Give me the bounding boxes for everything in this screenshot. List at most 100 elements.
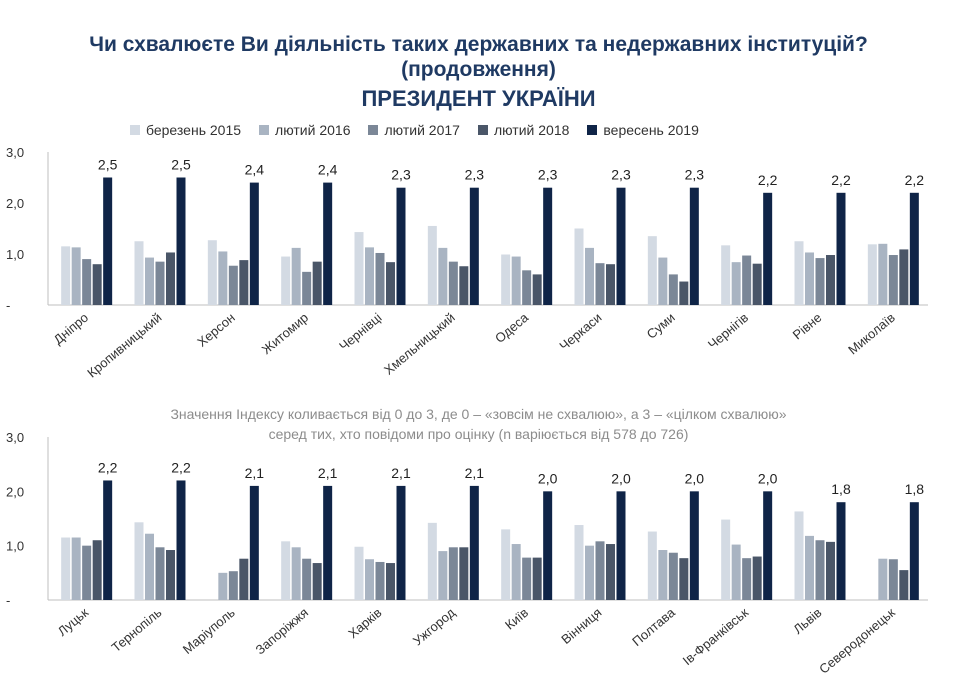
- data-label: 2,3: [538, 167, 558, 183]
- legend-label: березень 2015: [146, 122, 242, 138]
- bar: [323, 182, 333, 305]
- bar: [218, 572, 228, 600]
- bar: [658, 257, 668, 305]
- category-label: Суми: [644, 310, 678, 342]
- category-label: Луцьк: [55, 605, 92, 639]
- bar: [396, 187, 406, 305]
- bar: [574, 525, 584, 600]
- bar: [595, 541, 605, 600]
- data-label: 2,1: [391, 465, 411, 481]
- bar: [291, 547, 301, 600]
- bar: [312, 563, 322, 600]
- bar: [71, 537, 81, 600]
- bar: [459, 266, 469, 305]
- legend-item-2015: березень 2015: [130, 122, 241, 138]
- bar: [647, 236, 657, 305]
- data-label: 2,0: [685, 470, 705, 486]
- legend-swatch: [259, 125, 270, 135]
- bar: [396, 485, 406, 600]
- bar: [239, 558, 249, 600]
- bar: [386, 262, 395, 305]
- bar: [794, 511, 804, 600]
- category-label: Миколаїв: [845, 310, 898, 358]
- legend-item-2016: лютий 2016: [259, 122, 350, 138]
- data-label: 2,0: [611, 470, 631, 486]
- bar: [522, 270, 532, 305]
- data-label: 1,8: [831, 481, 851, 497]
- category-label: Маріуполь: [180, 605, 238, 657]
- legend-item-2019: вересень 2019: [587, 122, 699, 138]
- bar: [763, 491, 773, 600]
- bar: [721, 245, 731, 305]
- bar: [888, 559, 898, 600]
- bar: [668, 552, 678, 600]
- legend-label: вересень 2019: [603, 122, 699, 138]
- bar: [218, 251, 228, 305]
- bar: [658, 550, 668, 600]
- bar: [145, 257, 154, 305]
- chart-title-continuation: (продовження): [401, 58, 556, 81]
- data-label: 2,3: [391, 167, 411, 183]
- bar: [867, 244, 877, 305]
- chart-subtitle: ПРЕЗИДЕНТ УКРАЇНИ: [361, 86, 596, 111]
- bar: [752, 263, 762, 305]
- category-label: Одеса: [492, 309, 532, 346]
- category-label: Чернівці: [336, 310, 384, 354]
- bar: [145, 533, 154, 600]
- legend-item-2018: лютий 2018: [477, 122, 569, 138]
- data-label: 2,5: [171, 157, 191, 173]
- bar: [532, 557, 542, 600]
- bar: [302, 271, 312, 305]
- data-label: 2,0: [758, 470, 778, 486]
- category-label: Рівне: [790, 310, 825, 343]
- bar: [742, 558, 752, 600]
- bar: [386, 563, 395, 600]
- data-label: 2,2: [171, 459, 191, 475]
- data-label: 2,1: [245, 465, 265, 481]
- bar: [281, 256, 291, 305]
- y-tick-label: 1,0: [6, 247, 24, 262]
- y-tick-label: 3,0: [6, 430, 24, 445]
- bar: [134, 522, 144, 600]
- data-label: 2,1: [465, 465, 485, 481]
- bar: [176, 177, 186, 305]
- bar: [752, 556, 762, 600]
- bar: [606, 544, 615, 600]
- bar: [448, 547, 458, 600]
- bar: [103, 480, 113, 600]
- bar: [92, 264, 102, 305]
- index-note-line-2: серед тих, хто повідоми про оцінку (n ва…: [268, 426, 689, 442]
- legend-swatch: [477, 125, 488, 135]
- category-label: Дніпро: [51, 310, 92, 347]
- bar: [448, 261, 458, 305]
- data-label: 2,4: [245, 162, 265, 178]
- legend-swatch: [368, 125, 379, 135]
- y-tick-label: -: [6, 298, 10, 313]
- bar: [522, 557, 532, 600]
- bar: [532, 274, 542, 305]
- legend-label: лютий 2016: [275, 122, 351, 138]
- data-label: 2,0: [538, 470, 558, 486]
- data-label: 2,3: [685, 167, 705, 183]
- data-label: 2,2: [905, 172, 925, 188]
- bar: [501, 529, 511, 600]
- bar: [281, 541, 291, 600]
- legend-item-2017: лютий 2017: [368, 122, 460, 138]
- bar: [511, 256, 521, 305]
- bar: [469, 485, 479, 600]
- legend: березень 2015 лютий 2016 лютий 2017 люти…: [130, 122, 717, 138]
- bar: [155, 547, 165, 600]
- data-label: 2,5: [98, 157, 118, 173]
- category-label: Вінниця: [558, 605, 604, 647]
- bar: [459, 547, 469, 600]
- bar: [836, 502, 846, 600]
- bar: [689, 187, 699, 305]
- data-label: 2,2: [98, 459, 118, 475]
- legend-label: лютий 2017: [384, 122, 460, 138]
- bar: [826, 541, 835, 600]
- index-note-line-1: Значення Індексу коливається від 0 до 3,…: [170, 406, 787, 422]
- bar: [511, 544, 521, 600]
- bar: [888, 255, 898, 305]
- category-label: Київ: [502, 605, 531, 633]
- bar: [365, 559, 374, 600]
